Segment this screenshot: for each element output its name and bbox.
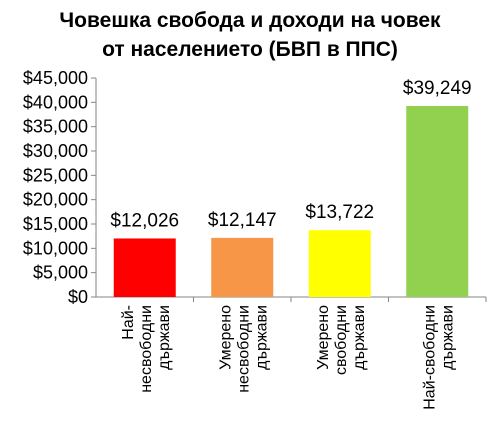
bar bbox=[308, 230, 371, 297]
category-label: Най-свободни държави bbox=[421, 305, 456, 410]
bar bbox=[113, 238, 176, 297]
category-label-line: Най- bbox=[120, 305, 137, 340]
y-tick-label: $20,000 bbox=[23, 190, 88, 210]
y-tick-label: $15,000 bbox=[23, 214, 88, 234]
chart-title-line-1: Човешка свобода и доходи на човек bbox=[59, 9, 441, 32]
category-label-line: държави bbox=[253, 305, 270, 370]
category-label-line: държави bbox=[351, 305, 368, 370]
y-tick-label: $5,000 bbox=[33, 263, 88, 283]
data-label: $12,147 bbox=[208, 210, 277, 231]
category-label-line: държави bbox=[156, 305, 173, 370]
category-label: Най-несвободни държави bbox=[120, 305, 173, 393]
category-label-line: несвободни bbox=[235, 305, 252, 393]
y-tick-label: $0 bbox=[68, 287, 88, 307]
y-tick-label: $40,000 bbox=[23, 92, 88, 112]
chart-title-line-2: от населението (БВП в ППС) bbox=[102, 38, 398, 61]
category-label: Умерено свободни държави bbox=[315, 305, 368, 375]
bar bbox=[211, 237, 274, 297]
y-tick-label: $25,000 bbox=[23, 165, 88, 185]
y-tick-label: $10,000 bbox=[23, 238, 88, 258]
data-label: $39,249 bbox=[403, 78, 472, 99]
category-label-line: свободни bbox=[333, 305, 350, 375]
data-label: $12,026 bbox=[110, 210, 179, 231]
chart-title: Човешка свобода и доходи на човек от нас… bbox=[0, 6, 500, 64]
category-label-line: несвободни bbox=[138, 305, 155, 393]
data-label: $13,722 bbox=[305, 202, 374, 223]
category-label-line: Умерено bbox=[217, 305, 234, 370]
category-label-line: Умерено bbox=[315, 305, 332, 370]
bar bbox=[406, 105, 469, 298]
y-tick-label: $35,000 bbox=[23, 117, 88, 137]
y-tick-label: $45,000 bbox=[23, 68, 88, 88]
category-label: Умерено несвободни държави bbox=[217, 305, 270, 393]
category-label-line: държави bbox=[439, 305, 456, 370]
category-label-line: Най-свободни bbox=[421, 305, 438, 410]
y-tick-label: $30,000 bbox=[23, 141, 88, 161]
